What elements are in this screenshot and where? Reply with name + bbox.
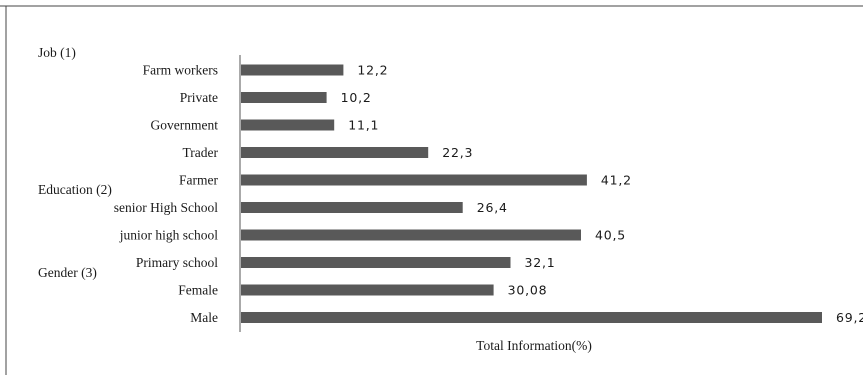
bar-female — [241, 285, 494, 296]
category-label: Primary school — [136, 255, 218, 270]
group-label-job: Job (1) — [38, 45, 76, 60]
bar-primary-school — [241, 257, 511, 268]
bar-senior-high-school — [241, 202, 463, 213]
value-label: 69,2 — [836, 310, 863, 325]
value-label: 11,1 — [348, 118, 379, 133]
category-label: Male — [190, 310, 218, 325]
value-label: 41,2 — [601, 173, 632, 188]
bar-government — [241, 120, 334, 131]
category-label: Government — [151, 118, 219, 133]
value-label: 22,3 — [442, 145, 473, 160]
category-label: senior High School — [114, 200, 218, 215]
bar-farm-workers — [241, 65, 343, 76]
category-label: Private — [180, 90, 218, 105]
category-label: Female — [178, 283, 218, 298]
x-axis-title: Total Information(%) — [476, 338, 592, 353]
bars-group: Farm workers 12,2 Private 10,2 Government 11,… — [114, 63, 863, 326]
value-label: 32,1 — [525, 255, 556, 270]
bar-farmer — [241, 175, 587, 186]
value-label: 12,2 — [357, 63, 388, 78]
category-label: Farm workers — [143, 63, 218, 78]
bar-private — [241, 92, 327, 103]
category-label: Trader — [183, 145, 219, 160]
bar-junior-high-school — [241, 230, 581, 241]
value-label: 26,4 — [477, 200, 508, 215]
bar-male — [241, 312, 822, 323]
category-label: Farmer — [179, 173, 218, 188]
group-label-gender: Gender (3) — [38, 265, 97, 280]
group-label-education: Education (2) — [38, 182, 112, 197]
value-label: 30,08 — [508, 283, 548, 298]
bar-trader — [241, 147, 428, 158]
value-label: 10,2 — [341, 90, 372, 105]
category-label: junior high school — [119, 228, 218, 243]
value-label: 40,5 — [595, 228, 626, 243]
